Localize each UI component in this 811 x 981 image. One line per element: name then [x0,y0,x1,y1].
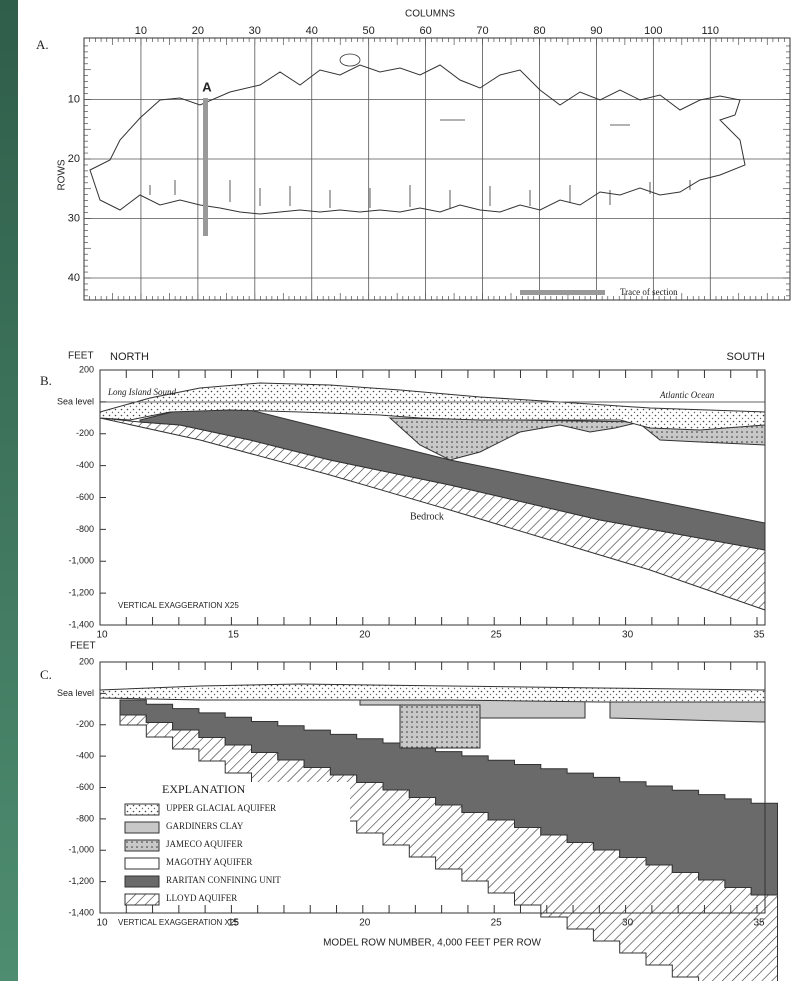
legend-swatch [125,840,159,851]
row-tick-label: 20 [68,153,80,165]
x-tick-label: 10 [96,918,108,929]
note: VERTICAL EXAGGERATION X25 [118,918,239,927]
y-tick-label: -800 [76,813,94,823]
y-tick-label: -200 [76,719,94,729]
legend-swatch [125,876,159,887]
x-tick-label: 25 [491,918,503,929]
x-tick-label: 20 [359,630,371,641]
x-tick-label: 35 [753,918,765,929]
annotation: Bedrock [410,511,444,522]
note: VERTICAL EXAGGERATION X25 [118,601,239,610]
section-trace [203,98,208,236]
row-tick-label: 30 [68,212,80,224]
legend-label: UPPER GLACIAL AQUIFER [166,803,276,813]
column-tick-label: 80 [533,25,545,37]
row-tick-label: 40 [68,272,80,284]
x-tick-label: 25 [491,630,503,641]
column-tick-label: 20 [192,25,204,37]
legend-swatch [520,290,605,295]
row-tick-label: 10 [68,93,80,105]
annotation: Long Island Sound [107,387,177,397]
column-tick-label: 110 [702,25,720,37]
legend-swatch [125,822,159,833]
y-tick-label: -1,000 [68,845,94,855]
y-tick-label: -1,400 [68,619,94,629]
legend-label: RARITAN CONFINING UNIT [166,875,281,885]
column-tick-label: 30 [249,25,261,37]
legend-label: LLOYD AQUIFER [166,893,237,903]
legend-title: EXPLANATION [162,782,246,796]
y-tick-label: -1,000 [68,556,94,566]
axis-title: MODEL ROW NUMBER, 4,000 FEET PER ROW [323,938,541,949]
y-tick-label: -1,200 [68,588,94,598]
y-tick-label: 200 [79,364,94,374]
legend-label: Trace of section [620,287,678,297]
x-tick-label: 35 [753,630,765,641]
legend-label: GARDINERS CLAY [166,821,244,831]
legend-label: JAMECO AQUIFER [166,839,243,849]
y-tick-label: Sea level [57,688,94,698]
column-tick-label: 50 [363,25,375,37]
y-tick-label: -1,200 [68,876,94,886]
y-tick-label: -600 [76,492,94,502]
section-marker: A [202,79,212,94]
x-tick-label: 15 [228,918,240,929]
figure: A. COLUMNS ROWS A Trace of section B. FE… [0,0,811,981]
column-tick-label: 90 [590,25,602,37]
unit-label: FEET [68,351,94,362]
panel-label: A. [36,37,49,52]
axis-title: ROWS [57,159,68,190]
legend-label: MAGOTHY AQUIFER [166,857,252,867]
x-tick-label: 20 [359,918,371,929]
gardiners-clay [610,700,765,722]
direction-label: SOUTH [727,351,766,363]
x-tick-label: 10 [96,630,108,641]
page: A. COLUMNS ROWS A Trace of section B. FE… [0,0,811,981]
direction-label: NORTH [110,351,149,363]
unit-label: FEET [70,641,96,652]
column-tick-label: 70 [476,25,488,37]
column-tick-label: 40 [306,25,318,37]
x-tick-label: 30 [622,630,634,641]
y-tick-label: -600 [76,782,94,792]
y-tick-label: -800 [76,524,94,534]
jameco-aquifer [400,705,480,748]
y-tick-label: 200 [79,656,94,666]
column-tick-label: 10 [135,25,147,37]
annotation: Atlantic Ocean [659,390,715,400]
panel-label: B. [40,373,52,388]
column-tick-label: 100 [644,25,662,37]
y-tick-label: -200 [76,428,94,438]
legend-swatch [125,894,159,905]
y-tick-label: -1,400 [68,907,94,917]
panel-label: C. [40,667,52,682]
y-tick-label: Sea level [57,396,94,406]
x-tick-label: 15 [228,630,240,641]
legend-swatch [125,804,159,815]
legend-swatch [125,858,159,869]
x-tick-label: 30 [622,918,634,929]
y-tick-label: -400 [76,751,94,761]
y-tick-label: -400 [76,460,94,470]
axis-title: COLUMNS [405,9,455,20]
column-tick-label: 60 [419,25,431,37]
